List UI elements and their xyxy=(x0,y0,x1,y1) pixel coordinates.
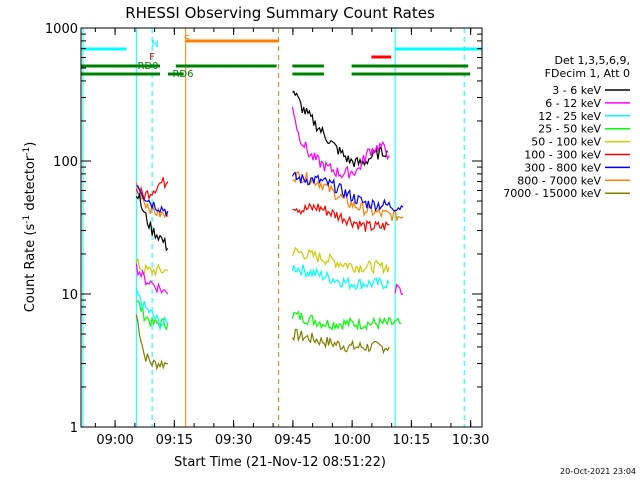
series-8-segment-1 xyxy=(291,328,390,355)
series-6-segment-1 xyxy=(291,171,404,212)
series-1-segment-2 xyxy=(394,283,404,295)
flag-n-label: N xyxy=(151,39,158,50)
plot-area: NF S RD0 RD6 xyxy=(81,28,482,427)
series-1-segment-1 xyxy=(291,106,390,179)
x-axis-label: Start Time (21-Nov-12 08:51:22) xyxy=(174,455,386,470)
series-8-segment-0 xyxy=(135,314,168,371)
legend: Det 1,3,5,6,9, FDecim 1, Att 0 3 - 6 keV… xyxy=(503,54,630,200)
series-4-segment-1 xyxy=(291,246,390,275)
y-tick-label-1: 10 xyxy=(61,288,78,303)
x-tick-label-4: 10:00 xyxy=(333,433,370,448)
chart-title: RHESSI Observing Summary Count Rates xyxy=(125,4,435,22)
series-0-segment-1 xyxy=(292,90,388,168)
legend-label-0: 3 - 6 keV xyxy=(552,84,601,97)
x-tick-label-3: 09:45 xyxy=(274,433,311,448)
flag-rd6-label: RD6 xyxy=(172,69,193,80)
legend-label-7: 800 - 7000 keV xyxy=(517,174,601,187)
series-3-segment-0 xyxy=(136,300,169,331)
legend-label-8: 7000 - 15000 keV xyxy=(503,187,601,200)
legend-label-5: 100 - 300 keV xyxy=(524,149,601,162)
flag-s-label: S xyxy=(184,34,190,45)
y-tick-label-3: 1000 xyxy=(45,22,78,37)
legend-header-1: Det 1,3,5,6,9, xyxy=(554,54,630,67)
y-axis-label: Count Rate (s-1 detector-1) xyxy=(22,142,38,313)
series-0-segment-0 xyxy=(135,192,169,252)
legend-label-6: 300 - 800 keV xyxy=(524,161,601,174)
series-2-segment-0 xyxy=(135,287,169,332)
plot-frame xyxy=(80,27,483,428)
legend-label-4: 50 - 100 keV xyxy=(531,136,601,149)
legend-label-3: 25 - 50 keV xyxy=(538,123,601,136)
series-7-segment-1 xyxy=(292,170,404,222)
legend-label-2: 12 - 25 keV xyxy=(538,110,601,123)
legend-label-1: 6 - 12 keV xyxy=(545,97,601,110)
series-2-segment-1 xyxy=(291,264,390,291)
flag-f-label: F xyxy=(149,52,155,63)
x-tick-label-5: 10:15 xyxy=(393,433,430,448)
flag-rd0-label: RD0 xyxy=(137,61,158,72)
series-4-segment-0 xyxy=(135,257,169,278)
series-3-segment-1 xyxy=(291,310,402,332)
legend-header-2: FDecim 1, Att 0 xyxy=(545,67,630,80)
axis-ticks: 09:00 09:15 09:30 09:45 10:00 10:15 10:30 1 10 10… xyxy=(45,22,489,448)
x-tick-label-1: 09:15 xyxy=(156,433,193,448)
timestamp: 20-Oct-2021 23:04 xyxy=(560,467,636,476)
y-tick-label-2: 100 xyxy=(53,155,78,170)
series-1-segment-0 xyxy=(135,263,169,295)
series-5-segment-1 xyxy=(292,202,390,232)
series-7-segment-0 xyxy=(135,182,169,219)
x-tick-label-0: 09:00 xyxy=(96,433,133,448)
series-6-segment-0 xyxy=(136,185,169,218)
x-tick-label-2: 09:30 xyxy=(215,433,252,448)
y-tick-label-0: 1 xyxy=(70,421,78,436)
x-tick-label-6: 10:30 xyxy=(452,433,489,448)
series-5-segment-0 xyxy=(135,177,169,201)
